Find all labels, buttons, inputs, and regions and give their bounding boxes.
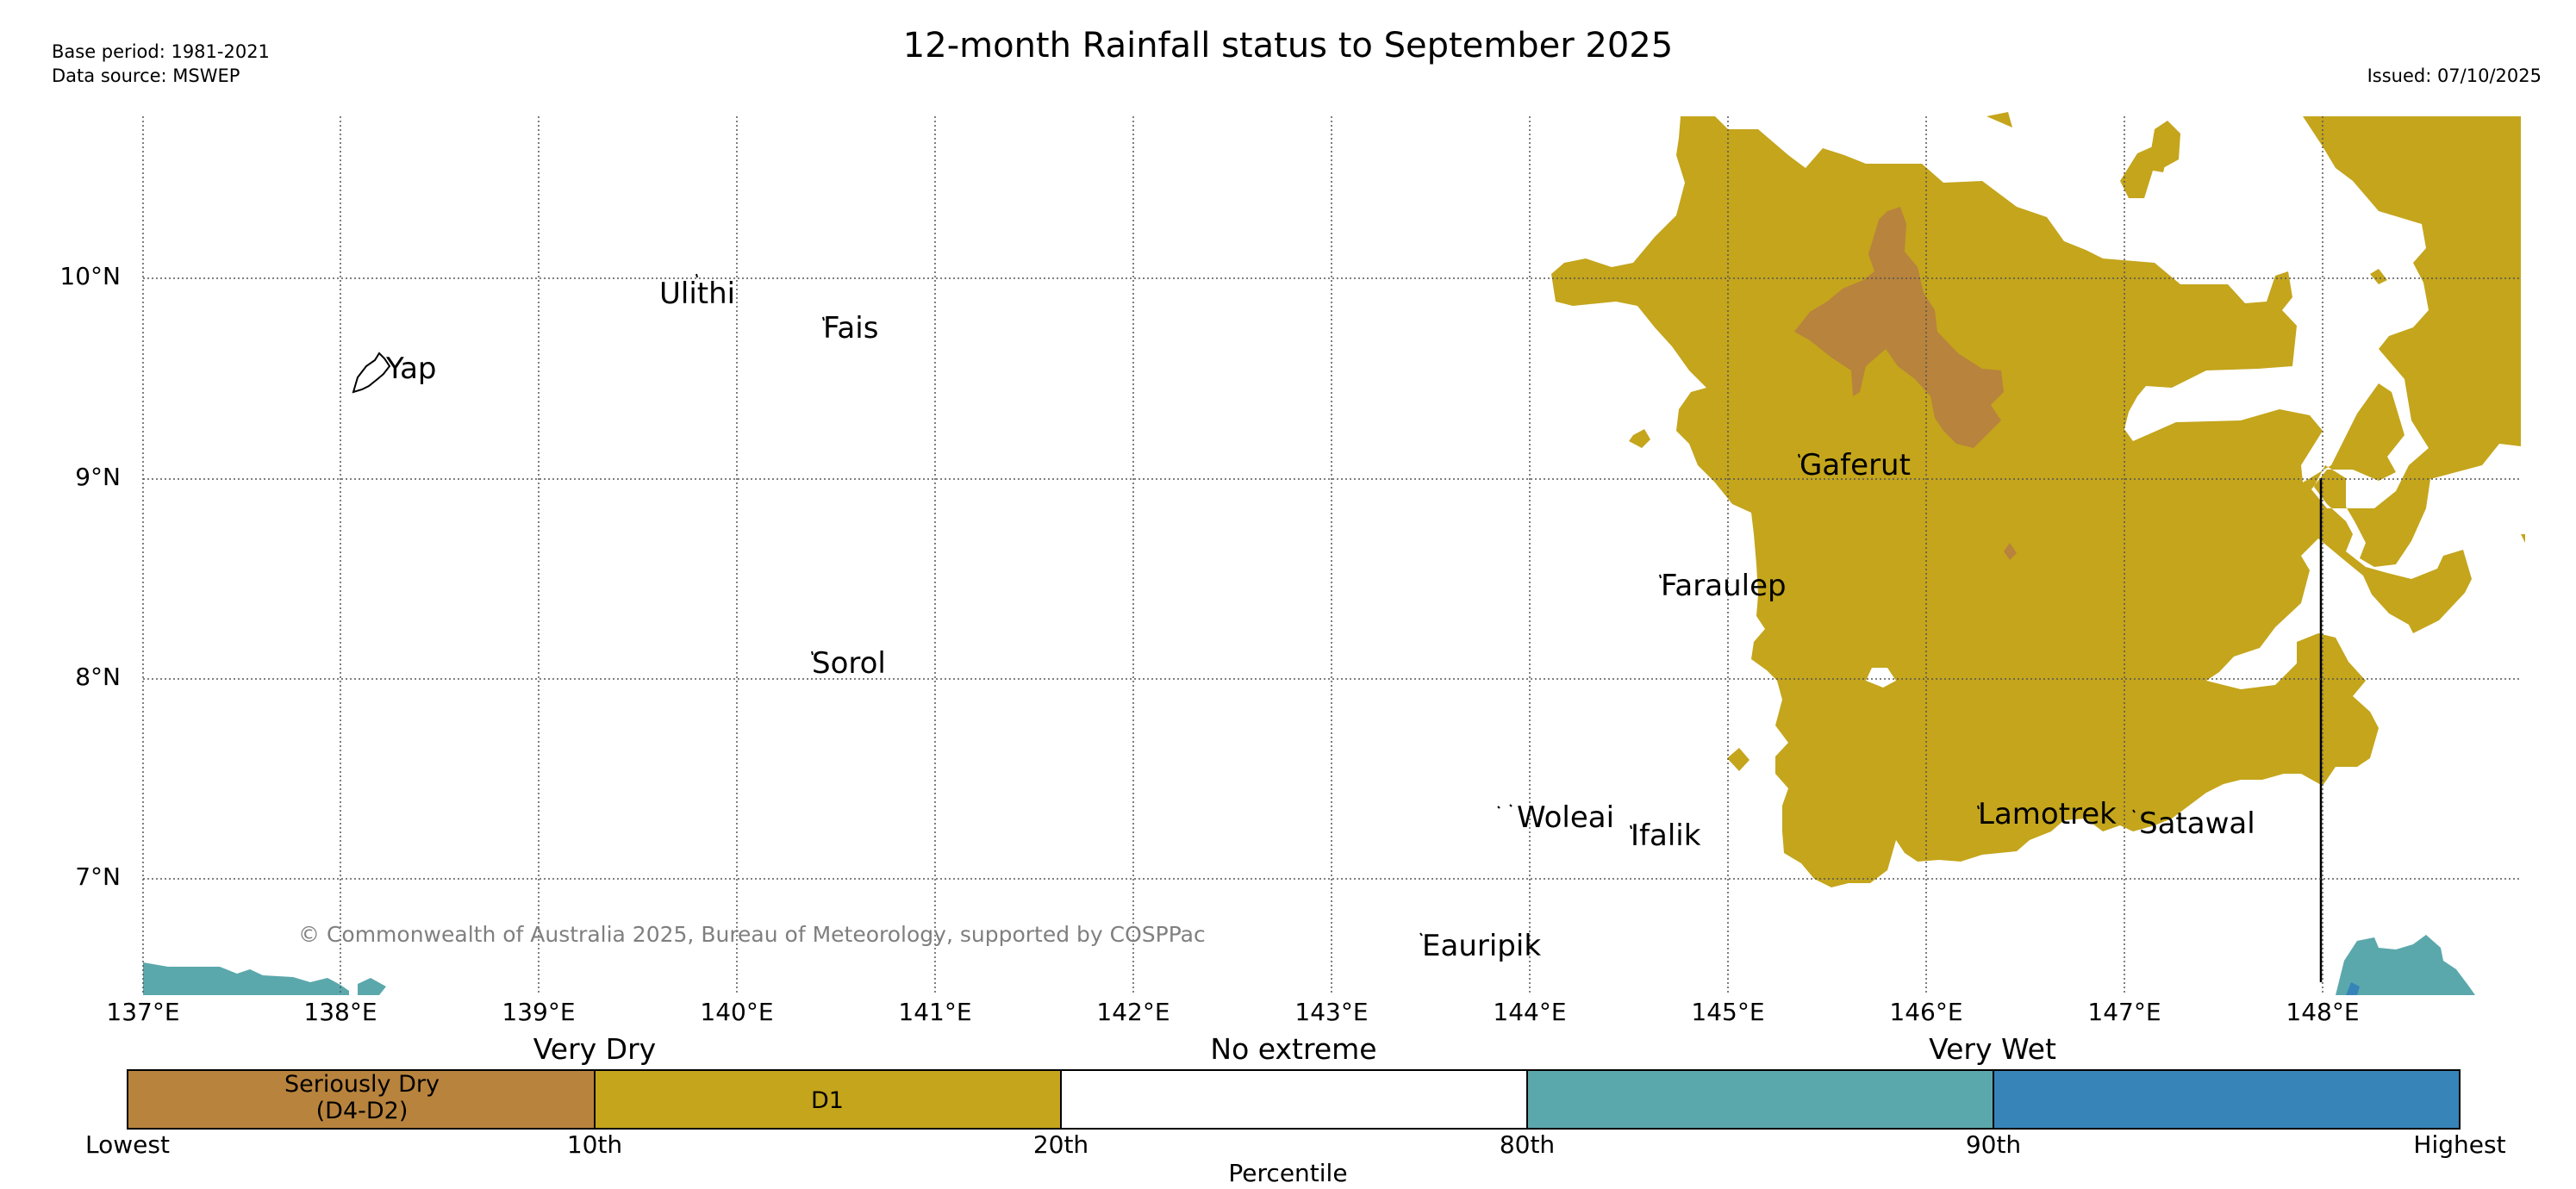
lon-label: 148°E <box>2286 998 2360 1026</box>
wettest-patch <box>2346 982 2360 995</box>
very-wet-region <box>2336 935 2475 995</box>
island-markers <box>695 273 2136 937</box>
legend-swatch-wettest <box>1993 1069 2461 1130</box>
island-label-lamotrek: Lamotrek <box>1978 797 2117 831</box>
lat-label: 9°N <box>75 463 121 491</box>
very-wet-region <box>358 978 386 995</box>
data-source-text: Data source: MSWEP <box>52 65 240 86</box>
island-label-eauripik: Eauripik <box>1422 929 1542 963</box>
lat-label: 7°N <box>75 862 121 891</box>
lat-label: 10°N <box>59 262 121 290</box>
d1-rainfall-patch <box>2150 121 2180 168</box>
base-period-text: Base period: 1981-2021 <box>52 41 270 62</box>
island-label-ifalik: Ifalik <box>1631 819 1701 853</box>
legend-swatch-label-d1: D1 <box>811 1087 844 1114</box>
legend-group-very-dry: Very Dry <box>533 1032 657 1066</box>
legend-swatch-no-extreme <box>1060 1069 1528 1130</box>
seriously-dry-region <box>1794 207 2017 560</box>
island-label-sorol: Sorol <box>812 646 886 681</box>
island-label-ulithi: Ulithi <box>659 277 736 311</box>
island-label-faraulep: Faraulep <box>1661 569 1787 603</box>
longitude-gridlines <box>142 116 2323 995</box>
d1-rainfall-region <box>1551 112 2521 887</box>
page-title: 12-month Rainfall status to September 20… <box>902 26 1674 65</box>
legend-swatch-d1 <box>594 1069 1062 1130</box>
legend-tick-label: 10th <box>566 1130 623 1159</box>
legend-tick-label: 20th <box>1032 1130 1089 1159</box>
island-label-woleai: Woleai <box>1517 800 1615 835</box>
lon-label: 143°E <box>1294 998 1369 1026</box>
d1-rainfall-patch <box>2521 534 2525 543</box>
legend-swatch-seriously-dry <box>127 1069 596 1130</box>
lat-label: 8°N <box>75 663 121 691</box>
lon-label: 137°E <box>106 998 180 1026</box>
d1-rainfall-patch <box>1629 429 1650 448</box>
island-label-satawal: Satawal <box>2139 806 2255 841</box>
legend-group-very-wet: Very Wet <box>1929 1032 2056 1066</box>
issued-date-text: Issued: 07/10/2025 <box>2367 65 2542 86</box>
d1-rainfall-patch <box>1727 748 1750 771</box>
legend-tick-label: Highest <box>2413 1130 2506 1159</box>
legend-tick-label: 80th <box>1499 1130 1556 1159</box>
island-label-gaferut: Gaferut <box>1799 448 1911 482</box>
legend-tick-label: 90th <box>1965 1130 2022 1159</box>
legend-swatch-label-seriously-dry: Seriously Dry (D4-D2) <box>284 1071 440 1124</box>
copyright-text: © Commonwealth of Australia 2025, Bureau… <box>298 922 1206 947</box>
island-label-fais: Fais <box>823 311 879 345</box>
lon-label: 141°E <box>898 998 972 1026</box>
lon-label: 144°E <box>1493 998 1567 1026</box>
legend-colorbar <box>127 1069 2461 1130</box>
very-wet-region <box>143 962 349 995</box>
lon-label: 147°E <box>2087 998 2161 1026</box>
legend-group-no-extreme: No extreme <box>1210 1032 1377 1066</box>
island-label-yap: Yap <box>386 352 437 386</box>
lon-label: 138°E <box>303 998 377 1026</box>
lon-label: 139°E <box>502 998 576 1026</box>
legend-swatch-very-wet <box>1526 1069 1994 1130</box>
d1-rainfall-patch <box>2370 269 2387 284</box>
lon-label: 145°E <box>1691 998 1765 1026</box>
legend-tick-label: Lowest <box>85 1130 170 1159</box>
lon-label: 142°E <box>1096 998 1170 1026</box>
yap-island-outline <box>352 352 391 394</box>
legend-axis-label: Percentile <box>1228 1159 1348 1187</box>
lon-label: 146°E <box>1889 998 1963 1026</box>
lon-label: 140°E <box>700 998 774 1026</box>
